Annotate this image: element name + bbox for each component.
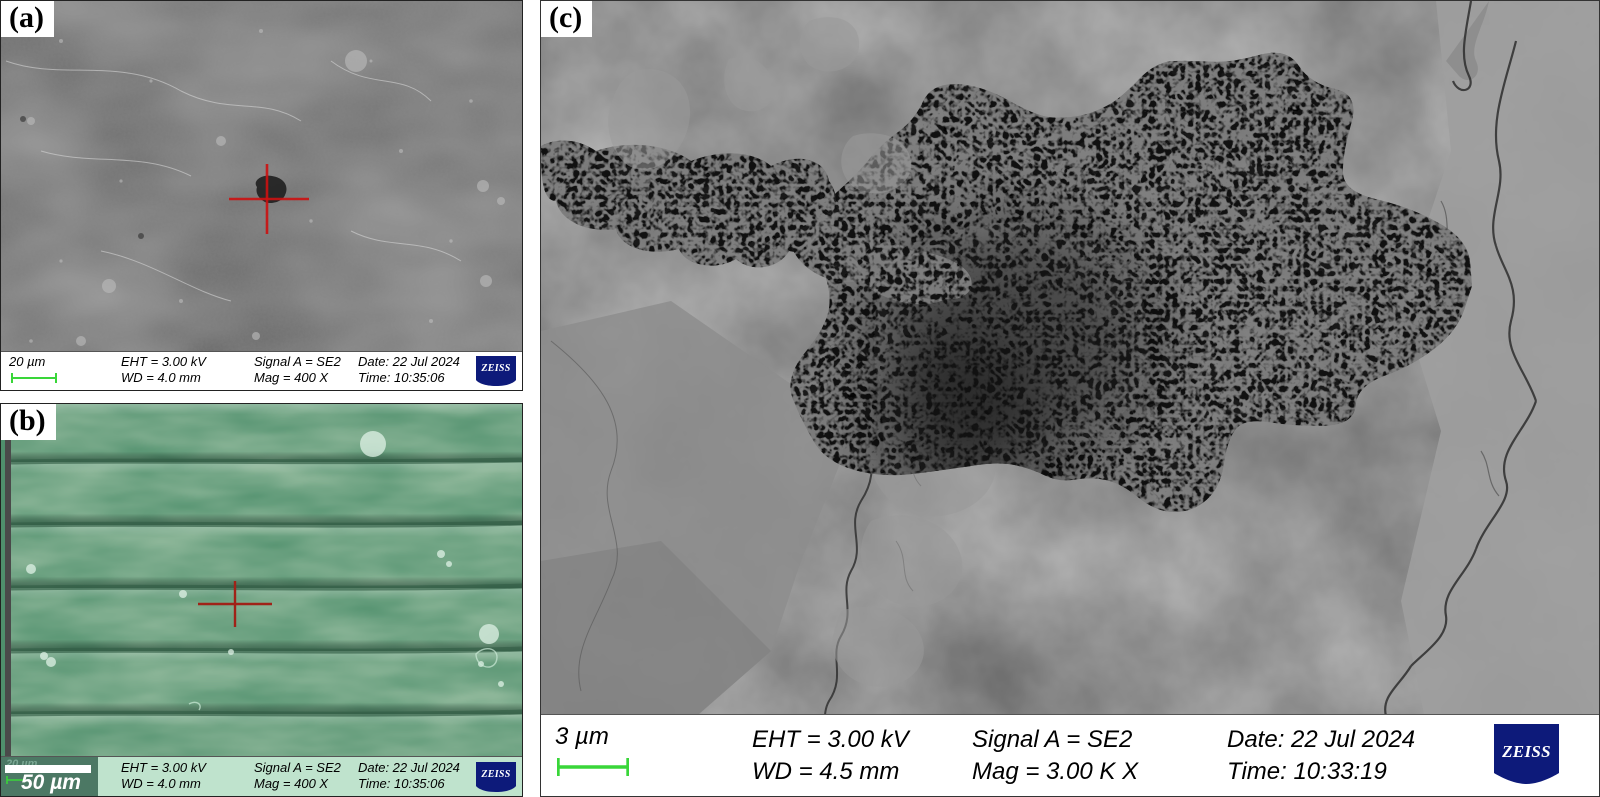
svg-text:ZEISS: ZEISS bbox=[480, 769, 510, 780]
svg-text:ZEISS: ZEISS bbox=[480, 363, 510, 374]
svg-text:ZEISS: ZEISS bbox=[1501, 742, 1551, 761]
